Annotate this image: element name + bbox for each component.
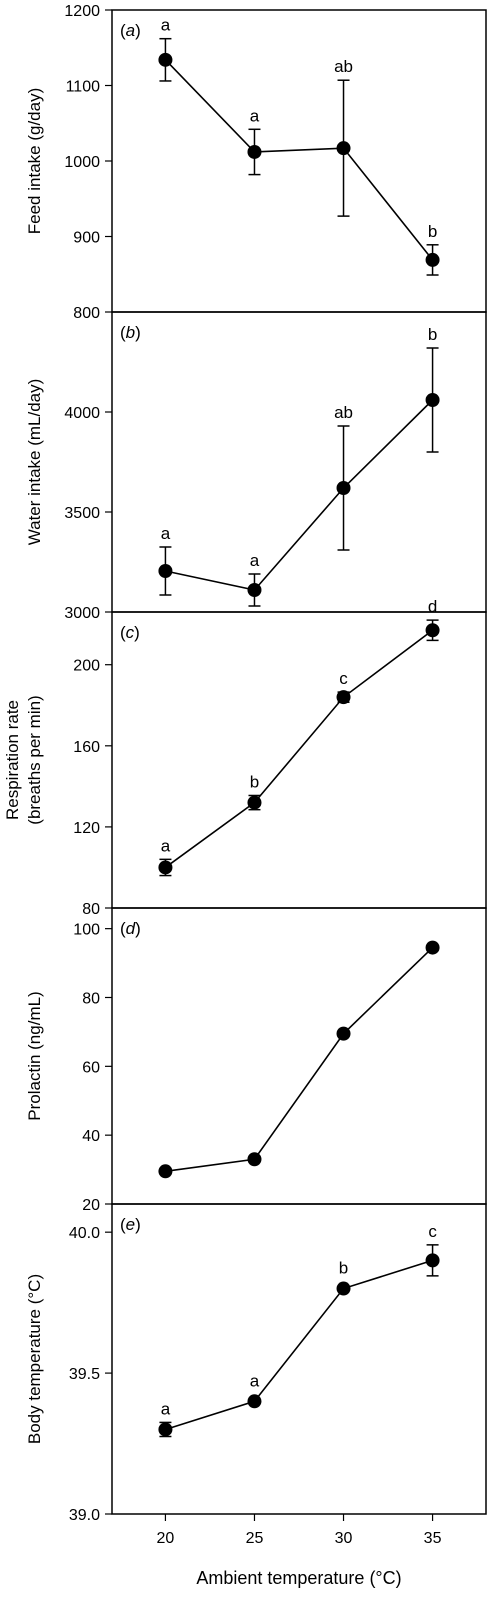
data-point xyxy=(247,795,262,810)
significance-label: ab xyxy=(334,403,353,422)
data-point xyxy=(158,1422,173,1437)
significance-label: b xyxy=(428,222,437,241)
significance-label: a xyxy=(161,524,171,543)
y-tick-label: 40.0 xyxy=(69,1225,100,1242)
significance-label: a xyxy=(161,836,171,855)
panel-label: (d) xyxy=(120,919,141,938)
y-tick-label: 20 xyxy=(82,1197,100,1214)
y-tick-label: 160 xyxy=(73,739,100,756)
y-tick-label: 100 xyxy=(73,922,100,939)
x-tick-label: 20 xyxy=(157,1530,175,1547)
y-axis-label: Water intake (mL/day) xyxy=(25,379,44,546)
significance-label: b xyxy=(428,325,437,344)
data-point xyxy=(425,623,440,638)
y-axis-label: Prolactin (ng/mL) xyxy=(25,991,44,1120)
panel-b: (b) 3000 3500 4000 Water intake (mL/day) a a ab… xyxy=(25,311,487,622)
significance-label: c xyxy=(339,669,348,688)
y-tick-label: 80 xyxy=(82,901,100,918)
data-point xyxy=(158,564,173,578)
data-point xyxy=(158,860,173,875)
data-point xyxy=(425,393,440,407)
data-point xyxy=(158,1164,173,1179)
data-point xyxy=(247,144,262,159)
x-tick-label: 30 xyxy=(335,1530,353,1547)
y-tick-label: 800 xyxy=(73,305,100,322)
significance-label: a xyxy=(250,106,260,125)
data-point xyxy=(247,583,262,597)
y-tick-label: 40 xyxy=(82,1128,100,1145)
data-point xyxy=(425,940,440,955)
data-point xyxy=(158,52,173,67)
data-point xyxy=(425,1253,440,1268)
data-point xyxy=(336,141,351,156)
data-point xyxy=(425,252,440,267)
series-line xyxy=(164,629,434,869)
x-tick-label: 25 xyxy=(246,1530,264,1547)
panel-c: (c) 80 120 160 200 Respiration rate (breaths p… xyxy=(3,597,487,918)
data-point xyxy=(247,1152,262,1167)
y-tick-label: 1200 xyxy=(64,3,100,20)
series-line xyxy=(164,59,434,261)
significance-label: d xyxy=(428,597,437,616)
y-tick-label: 3500 xyxy=(64,505,100,522)
panel-label: (b) xyxy=(120,323,141,342)
panel-label: (c) xyxy=(120,623,140,642)
y-axis-label: Respiration rate xyxy=(3,700,22,820)
y-tick-label: 60 xyxy=(82,1059,100,1076)
y-tick-label: 4000 xyxy=(64,405,100,422)
x-axis-label: Ambient temperature (°C) xyxy=(196,1568,401,1588)
significance-label: b xyxy=(339,1259,348,1278)
y-axis-label: Body temperature (°C) xyxy=(25,1274,44,1444)
significance-label: a xyxy=(161,1399,171,1418)
y-tick-label: 120 xyxy=(73,820,100,837)
significance-label: a xyxy=(250,551,260,570)
y-axis-label: (breaths per min) xyxy=(25,695,44,824)
panel-frame xyxy=(111,1203,487,1515)
y-tick-label: 3000 xyxy=(64,605,100,622)
series-line xyxy=(165,1259,433,1431)
significance-label: ab xyxy=(334,57,353,76)
y-tick-label: 80 xyxy=(82,990,100,1007)
y-tick-label: 1100 xyxy=(66,79,101,96)
y-tick-label: 1000 xyxy=(64,154,100,171)
panel-d: (d) 20 40 60 80 100 Prolactin (ng/mL) xyxy=(25,907,487,1214)
significance-label: b xyxy=(250,772,259,791)
data-point xyxy=(336,481,351,495)
series-line xyxy=(165,947,434,1173)
y-tick-label: 900 xyxy=(73,230,100,247)
panel-a: (a) 800 900 1000 1100 1200 Feed intake (g/day)… xyxy=(25,3,487,322)
data-point xyxy=(336,690,351,705)
y-axis-label: Feed intake (g/day) xyxy=(25,88,44,234)
y-tick-label: 200 xyxy=(73,658,100,675)
panel-label: (a) xyxy=(120,21,141,40)
data-point xyxy=(336,1281,351,1296)
significance-label: c xyxy=(428,1222,437,1241)
y-tick-label: 39.5 xyxy=(69,1366,100,1383)
significance-label: a xyxy=(161,16,171,35)
series-line xyxy=(165,399,434,591)
data-point xyxy=(247,1394,262,1409)
x-tick-label: 35 xyxy=(424,1530,442,1547)
y-tick-label: 39.0 xyxy=(69,1507,100,1524)
data-point xyxy=(336,1026,351,1041)
panel-label: (e) xyxy=(120,1215,141,1234)
panel-e: (e) 39.0 39.5 40.0 Body temperature (°C) a a b c xyxy=(25,1203,487,1524)
significance-label: a xyxy=(250,1371,260,1390)
